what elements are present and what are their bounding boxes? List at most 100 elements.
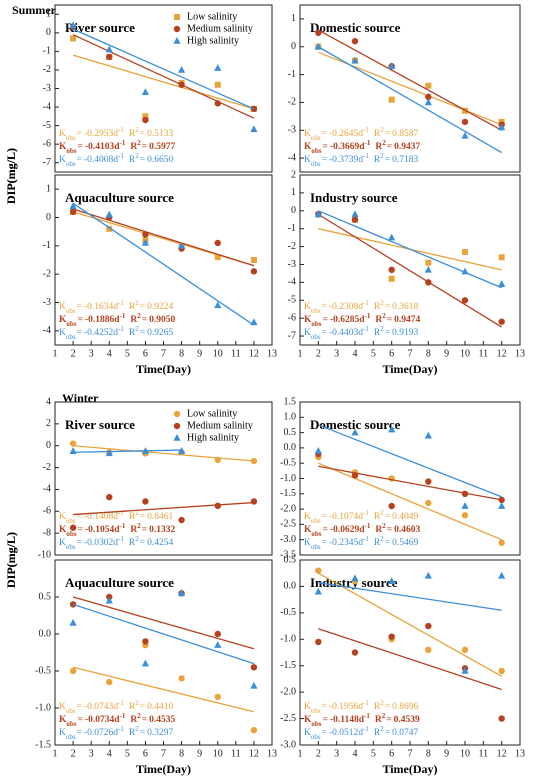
x-tick-label: 9 xyxy=(197,348,202,359)
annotation-part: d xyxy=(113,155,118,165)
annotation-part: = xyxy=(322,328,327,338)
marker xyxy=(351,37,359,45)
y-tick-label: -2.0 xyxy=(280,686,296,697)
annotation-part: = xyxy=(322,155,327,165)
annotation-part: -0.2308 xyxy=(329,302,359,312)
y-tick-label: -3.5 xyxy=(280,549,296,560)
annotation-part: = xyxy=(322,702,327,712)
fit-annotation: Kobs= -0.2345d-1 R2= 0.5469 xyxy=(304,535,418,551)
annotation-part: = xyxy=(78,315,83,325)
marker xyxy=(214,239,221,247)
marker xyxy=(69,440,77,447)
marker xyxy=(498,254,505,261)
annotation-part: R xyxy=(374,328,381,338)
marker xyxy=(141,659,150,667)
annotation-part: 2 xyxy=(382,712,386,720)
x-tick-label: 3 xyxy=(89,348,94,359)
x-tick-label: 10 xyxy=(213,748,223,759)
annotation-part: -1 xyxy=(365,139,371,147)
marker xyxy=(388,502,395,510)
annotation-part: 0.4254 xyxy=(147,538,173,548)
x-tick-label: 9 xyxy=(444,748,449,759)
fit-line xyxy=(318,424,502,498)
annotation-part: -0.1634 xyxy=(84,302,114,312)
marker xyxy=(388,62,396,70)
annotation-part: K xyxy=(304,715,312,725)
marker xyxy=(250,664,258,671)
annotation-part: -1 xyxy=(363,725,369,733)
annotation-part: -0.0512 xyxy=(329,728,359,738)
marker xyxy=(498,496,505,504)
y-tick-label: 0.5 xyxy=(39,591,52,602)
annotation-part: d xyxy=(114,142,120,152)
fit-annotation: Kobs= -0.1956d-1 R2= 0.8696 xyxy=(304,699,418,715)
legend-label: Medium salinity xyxy=(187,23,253,34)
x-tick-label: 2 xyxy=(316,748,321,759)
annotation-part: d xyxy=(113,702,118,712)
x-tick-label: 13 xyxy=(515,748,525,759)
y-tick-label: -1 xyxy=(43,240,51,251)
marker xyxy=(214,100,221,107)
marker xyxy=(177,589,186,597)
annotation-part: R xyxy=(130,525,137,535)
annotation-part: obs xyxy=(311,530,321,538)
annotation-part: K xyxy=(304,129,311,139)
annotation-part: R xyxy=(374,302,381,312)
fit-annotation: Kobs= -0.0629d-1 R2= 0.4603 xyxy=(304,522,421,538)
marker xyxy=(461,512,469,519)
annotation-part: R xyxy=(129,538,136,548)
marker xyxy=(69,667,77,675)
annotation-part: = xyxy=(322,512,327,522)
y-tick-label: 2 xyxy=(46,418,51,429)
panel-title: River source xyxy=(65,20,135,35)
fit-annotation: Kobs= -0.1148d-1 R2= 0.4539 xyxy=(304,712,420,728)
annotation-part: -0.4008 xyxy=(84,155,114,165)
marker xyxy=(106,493,113,501)
annotation-part: 2 xyxy=(135,725,139,733)
legend-label: Low salinity xyxy=(187,11,237,22)
annotation-part: obs xyxy=(66,530,76,538)
annotation-part: -0.0743 xyxy=(84,702,114,712)
x-tick-label: 13 xyxy=(515,348,525,359)
x-axis-label: Time(Day) xyxy=(136,362,191,376)
marker xyxy=(177,65,186,73)
marker xyxy=(424,265,432,273)
annotation-part: = xyxy=(385,728,390,738)
annotation-part: 0.9474 xyxy=(394,315,420,325)
fit-line xyxy=(317,213,503,328)
y-tick-label: -3.0 xyxy=(280,534,296,545)
legend-label: Low salinity xyxy=(187,408,237,419)
y-tick-label: -4 xyxy=(288,152,296,163)
y-tick-label: 1 xyxy=(46,183,51,194)
fit-annotation: Kobs= -0.4252d-1 R2= 0.9265 xyxy=(59,325,173,341)
marker xyxy=(250,268,258,275)
x-tick-label: 5 xyxy=(125,348,130,359)
annotation-part: = xyxy=(140,129,145,139)
marker xyxy=(178,516,185,524)
annotation-part: -1 xyxy=(120,139,126,147)
annotation-part: K xyxy=(59,715,67,725)
annotation-part: 0.5977 xyxy=(149,142,175,152)
plot-frame xyxy=(54,401,273,556)
y-axis-label: DIP(mg/L) xyxy=(4,532,18,588)
annotation-part: K xyxy=(59,525,67,535)
annotation-part: -0.1148 xyxy=(330,715,359,725)
annotation-part: = xyxy=(142,715,147,725)
annotation-part: -0.2953 xyxy=(84,129,114,139)
annotation-part: obs xyxy=(311,543,321,551)
y-tick-label: -2 xyxy=(288,241,296,252)
fit-line xyxy=(73,445,254,462)
annotation-part: K xyxy=(59,512,66,522)
annotation-part: obs xyxy=(311,320,321,328)
panel-title: Aquaculture source xyxy=(65,190,174,205)
marker xyxy=(250,498,258,505)
marker xyxy=(69,447,77,454)
marker xyxy=(425,622,432,630)
marker xyxy=(250,457,258,465)
annotation-part: K xyxy=(59,142,67,152)
annotation-part: -0.0734 xyxy=(85,715,115,725)
annotation-part: 2 xyxy=(382,139,386,147)
annotation-part: obs xyxy=(66,160,76,168)
annotation-part: obs xyxy=(311,707,321,715)
